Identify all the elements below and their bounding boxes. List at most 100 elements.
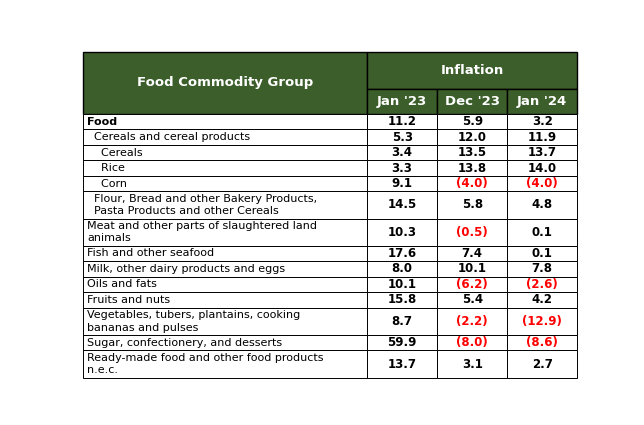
Bar xyxy=(367,52,577,89)
Text: 17.6: 17.6 xyxy=(388,247,417,260)
Text: Cereals and cereal products: Cereals and cereal products xyxy=(87,132,250,142)
Text: Fish and other seafood: Fish and other seafood xyxy=(87,249,214,258)
Bar xyxy=(83,114,367,129)
Bar xyxy=(83,277,367,292)
Bar xyxy=(507,350,577,377)
Text: (12.9): (12.9) xyxy=(522,315,562,328)
Text: 0.1: 0.1 xyxy=(532,226,553,238)
Text: 13.7: 13.7 xyxy=(388,357,417,371)
Text: Food Commodity Group: Food Commodity Group xyxy=(137,76,313,89)
Text: 7.8: 7.8 xyxy=(532,263,553,275)
Text: Milk, other dairy products and eggs: Milk, other dairy products and eggs xyxy=(87,264,285,274)
Bar xyxy=(507,114,577,129)
Text: Fruits and nuts: Fruits and nuts xyxy=(87,295,170,305)
Bar xyxy=(367,261,437,277)
Bar xyxy=(83,335,367,350)
Bar xyxy=(83,129,367,145)
Bar xyxy=(367,176,437,191)
Text: 11.9: 11.9 xyxy=(527,130,556,144)
Bar xyxy=(507,308,577,335)
Bar xyxy=(83,308,367,335)
Bar xyxy=(83,246,367,261)
Text: (8.6): (8.6) xyxy=(526,336,558,349)
Bar xyxy=(507,246,577,261)
Text: 13.7: 13.7 xyxy=(527,146,556,159)
Text: 12.0: 12.0 xyxy=(458,130,487,144)
Bar xyxy=(507,191,577,218)
Text: 4.8: 4.8 xyxy=(531,198,553,211)
Bar xyxy=(437,191,507,218)
Bar xyxy=(83,145,367,160)
Bar xyxy=(367,160,437,176)
Text: Vegetables, tubers, plantains, cooking
bananas and pulses: Vegetables, tubers, plantains, cooking b… xyxy=(87,310,300,332)
Text: 14.5: 14.5 xyxy=(388,198,417,211)
Bar xyxy=(367,292,437,308)
Text: 2.7: 2.7 xyxy=(532,357,553,371)
Bar xyxy=(437,308,507,335)
Text: 0.1: 0.1 xyxy=(532,247,553,260)
Text: Flour, Bread and other Bakery Products,
  Pasta Products and other Cereals: Flour, Bread and other Bakery Products, … xyxy=(87,194,317,216)
Text: 13.8: 13.8 xyxy=(458,162,487,175)
Bar xyxy=(367,114,437,129)
Bar xyxy=(367,246,437,261)
Bar xyxy=(83,350,367,377)
Bar xyxy=(367,335,437,350)
Bar xyxy=(83,176,367,191)
Text: 15.8: 15.8 xyxy=(388,294,417,306)
Bar xyxy=(83,218,367,246)
Bar xyxy=(367,129,437,145)
Text: 3.4: 3.4 xyxy=(392,146,413,159)
Text: (2.6): (2.6) xyxy=(526,278,558,291)
Text: 5.3: 5.3 xyxy=(392,130,413,144)
Text: (8.0): (8.0) xyxy=(456,336,488,349)
Bar xyxy=(437,292,507,308)
Text: Ready-made food and other food products
n.e.c.: Ready-made food and other food products … xyxy=(87,353,323,375)
Text: Jan '24: Jan '24 xyxy=(517,95,567,108)
Text: 59.9: 59.9 xyxy=(388,336,417,349)
Text: 3.2: 3.2 xyxy=(532,115,553,128)
Bar xyxy=(367,145,437,160)
Bar xyxy=(507,261,577,277)
Bar xyxy=(367,191,437,218)
Bar xyxy=(367,218,437,246)
Bar xyxy=(83,261,367,277)
Bar xyxy=(367,277,437,292)
Text: 3.3: 3.3 xyxy=(392,162,413,175)
Bar xyxy=(507,277,577,292)
Text: 5.4: 5.4 xyxy=(462,294,483,306)
Bar xyxy=(367,350,437,377)
Bar xyxy=(437,261,507,277)
Bar xyxy=(437,246,507,261)
Text: Corn: Corn xyxy=(87,178,127,189)
Bar xyxy=(437,129,507,145)
Text: (4.0): (4.0) xyxy=(526,177,558,190)
Text: 10.1: 10.1 xyxy=(458,263,487,275)
Bar xyxy=(83,191,367,218)
Text: 3.1: 3.1 xyxy=(462,357,482,371)
Text: 9.1: 9.1 xyxy=(392,177,413,190)
Text: 11.2: 11.2 xyxy=(388,115,417,128)
Text: 8.7: 8.7 xyxy=(392,315,413,328)
Bar xyxy=(83,292,367,308)
Text: 8.0: 8.0 xyxy=(392,263,413,275)
Text: 10.3: 10.3 xyxy=(388,226,417,238)
Text: 7.4: 7.4 xyxy=(462,247,482,260)
Bar xyxy=(507,176,577,191)
Text: 14.0: 14.0 xyxy=(527,162,556,175)
Text: Food: Food xyxy=(87,116,117,127)
Bar xyxy=(437,335,507,350)
Text: (6.2): (6.2) xyxy=(456,278,488,291)
Bar xyxy=(367,308,437,335)
Text: 10.1: 10.1 xyxy=(388,278,417,291)
Bar xyxy=(507,218,577,246)
Text: Rice: Rice xyxy=(87,163,125,173)
Bar xyxy=(507,335,577,350)
Bar xyxy=(83,160,367,176)
Bar xyxy=(437,114,507,129)
Text: 5.9: 5.9 xyxy=(462,115,483,128)
Text: 4.2: 4.2 xyxy=(532,294,553,306)
Bar xyxy=(437,145,507,160)
Bar xyxy=(437,89,507,114)
Text: Oils and fats: Oils and fats xyxy=(87,280,157,289)
Bar xyxy=(507,89,577,114)
